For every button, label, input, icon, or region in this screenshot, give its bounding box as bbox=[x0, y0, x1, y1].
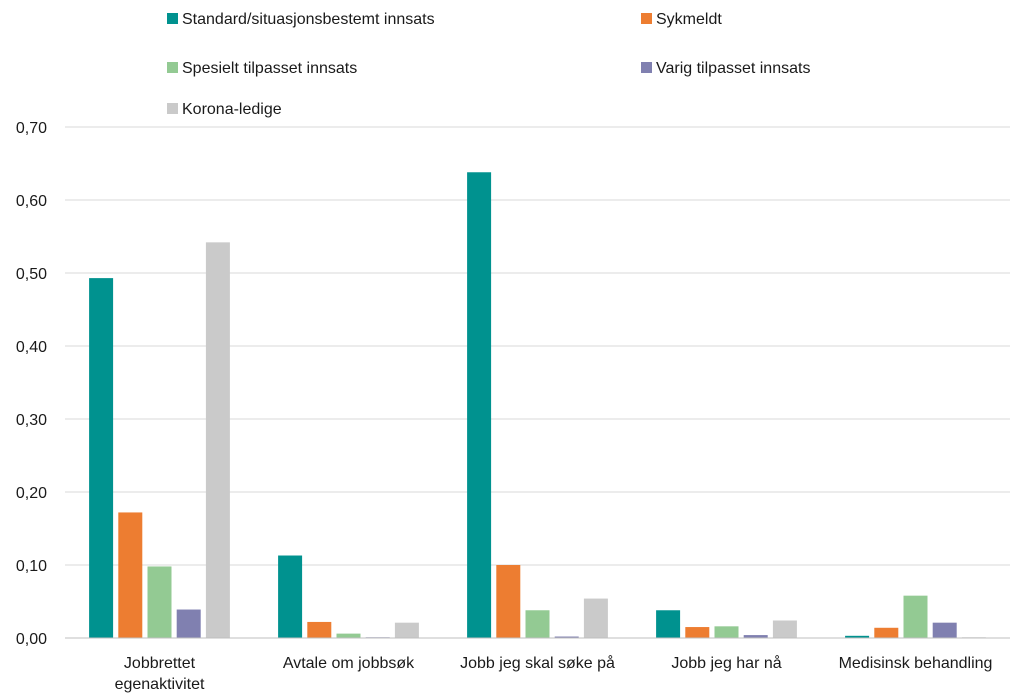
x-tick-label: Jobb jeg skal søke på bbox=[460, 654, 615, 672]
y-tick-label: 0,40 bbox=[16, 339, 47, 356]
x-tick-label: Jobb jeg har nå bbox=[671, 654, 781, 672]
bar bbox=[336, 633, 361, 638]
legend-label: Varig tilpasset innsats bbox=[656, 60, 810, 77]
bar bbox=[307, 621, 332, 638]
legend-swatch bbox=[641, 62, 652, 73]
bar bbox=[147, 566, 172, 638]
y-tick-label: 0,50 bbox=[16, 266, 47, 283]
y-tick-label: 0,10 bbox=[16, 558, 47, 575]
legend-swatch bbox=[641, 13, 652, 24]
x-tick-label: Avtale om jobbsøk bbox=[283, 655, 415, 672]
bar bbox=[656, 610, 681, 638]
bar bbox=[772, 620, 797, 638]
bar bbox=[467, 172, 492, 638]
bar bbox=[118, 512, 143, 638]
y-tick-label: 0,00 bbox=[16, 631, 47, 648]
bar bbox=[205, 242, 230, 638]
bar bbox=[845, 635, 870, 638]
bar bbox=[176, 609, 201, 638]
y-tick-label: 0,60 bbox=[16, 193, 47, 210]
bar bbox=[874, 627, 899, 638]
legend-label: Standard/situasjonsbestemt innsats bbox=[182, 11, 435, 28]
y-tick-label: 0,30 bbox=[16, 412, 47, 429]
legend-swatch bbox=[167, 62, 178, 73]
x-axis: Jobbrettet egenaktivitet Avtale om jobbsøk… bbox=[65, 637, 1010, 693]
bar bbox=[394, 622, 419, 638]
bar bbox=[89, 278, 114, 638]
y-tick-label: 0,70 bbox=[16, 120, 47, 137]
legend-label: Korona-ledige bbox=[182, 101, 282, 118]
bar bbox=[525, 610, 550, 638]
bar bbox=[554, 636, 579, 638]
bar bbox=[496, 565, 521, 638]
bar bbox=[743, 635, 768, 638]
x-tick-label: Medisinsk behandling bbox=[839, 655, 993, 672]
y-tick-label: 0,20 bbox=[16, 485, 47, 502]
bar bbox=[714, 626, 739, 638]
legend: Standard/situasjonsbestemt innsats Sykmel… bbox=[167, 11, 810, 118]
bar bbox=[278, 555, 303, 638]
bar bbox=[685, 627, 710, 638]
legend-label: Spesielt tilpasset innsats bbox=[182, 60, 357, 77]
legend-swatch bbox=[167, 13, 178, 24]
legend-label: Sykmeldt bbox=[656, 11, 722, 28]
bar bbox=[903, 595, 928, 638]
x-tick-label: egenaktivitet bbox=[115, 676, 205, 693]
bars bbox=[89, 172, 986, 638]
bar bbox=[932, 622, 957, 638]
x-tick-label: Jobbrettet bbox=[124, 655, 196, 672]
y-axis: 0,00 0,10 0,20 0,30 0,40 0,50 0,60 0,70 bbox=[16, 120, 47, 648]
legend-swatch bbox=[167, 103, 178, 114]
bar bbox=[583, 598, 608, 638]
